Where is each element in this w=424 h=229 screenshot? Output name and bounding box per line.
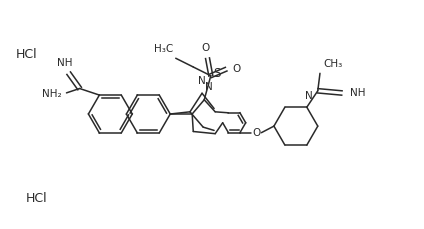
Text: CH₃: CH₃ bbox=[323, 59, 342, 69]
Text: N: N bbox=[305, 91, 312, 101]
Text: S: S bbox=[213, 67, 220, 80]
Text: O: O bbox=[201, 43, 209, 53]
Text: NH: NH bbox=[350, 88, 365, 98]
Text: O: O bbox=[252, 128, 260, 138]
Text: O: O bbox=[232, 64, 240, 74]
Text: N: N bbox=[205, 82, 213, 92]
Text: NH: NH bbox=[57, 58, 73, 68]
Text: NH₂: NH₂ bbox=[42, 89, 61, 99]
Text: HCl: HCl bbox=[16, 48, 37, 61]
Text: H₃C: H₃C bbox=[154, 44, 174, 54]
Text: N: N bbox=[198, 76, 206, 86]
Text: HCl: HCl bbox=[25, 192, 47, 205]
